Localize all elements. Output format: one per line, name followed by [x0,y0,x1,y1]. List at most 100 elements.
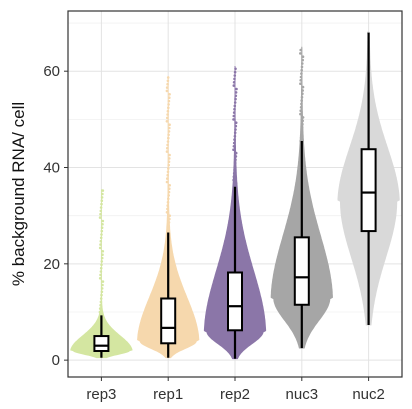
outlier-point [300,102,303,106]
outlier-point [99,297,103,300]
outlier-point [299,48,303,52]
outlier-point [101,283,104,287]
outlier-points-rep2 [232,67,238,189]
outlier-point [233,134,237,138]
outlier-point [234,121,238,124]
y-tick-label: 20 [43,256,60,273]
boxplots [93,32,377,359]
outlier-point [167,103,170,106]
outlier-point [166,177,169,180]
outlier-point [167,106,170,110]
outlier-point [299,79,303,82]
outlier-point [168,157,171,160]
outlier-point [167,163,170,167]
outlier-point [234,158,237,162]
outlier-point [299,136,303,139]
outlier-point [300,68,304,72]
outlier-point [165,150,169,153]
y-tick-label: 0 [52,352,60,369]
outlier-point [300,95,304,99]
outlier-point [100,226,104,229]
outlier-point [232,114,236,118]
outlier-point [233,138,236,141]
x-axis: rep3 rep1 rep2 nuc3 nuc2 [86,377,385,403]
outlier-point [233,107,236,111]
outlier-point [99,239,103,243]
outlier-point [165,89,169,93]
box-nuc2 [360,148,377,233]
outlier-point [301,116,305,119]
outlier-point [232,145,236,148]
outlier-point [168,126,171,130]
outlier-point [299,112,302,116]
outlier-point [166,76,170,79]
outlier-point [300,129,304,133]
outlier-point [166,173,169,177]
outlier-point [168,123,171,126]
box-rep1 [160,297,177,345]
outlier-point [166,207,169,211]
outlier-point [233,161,237,165]
outlier-point [235,87,238,91]
y-tick-label: 60 [43,63,60,80]
outlier-point [167,190,171,194]
x-tick-label: nuc2 [352,386,385,403]
outlier-point [232,178,235,182]
box-rep3 [93,335,110,352]
outlier-point [233,77,236,81]
outlier-point [232,84,236,87]
outlier-point [100,256,104,260]
outlier-point [99,300,103,304]
outlier-point [99,243,102,246]
outlier-point [101,192,104,196]
outlier-point [100,202,103,206]
outlier-point [301,122,304,126]
outlier-point [232,141,236,145]
outlier-point [168,217,171,221]
outlier-point [232,118,235,121]
outlier-point [100,293,103,297]
outlier-point [301,89,305,92]
outlier-point [100,229,104,233]
outlier-point [234,124,238,128]
outlier-point [234,94,238,98]
outlier-point [168,184,171,187]
outlier-point [99,209,103,213]
outlier-point [167,136,170,140]
outlier-point [166,143,169,147]
y-axis-title: % background RNA/ cell [9,102,28,286]
outlier-point [234,91,238,94]
x-tick-label: rep2 [220,386,250,403]
outlier-point [301,85,305,89]
outlier-point [234,182,238,185]
outlier-point [165,120,169,123]
outlier-point [100,233,103,236]
outlier-point [168,153,171,157]
outlier-point [233,101,237,104]
x-tick-label: nuc3 [286,386,319,403]
outlier-point [299,52,302,55]
outlier-point [100,263,103,267]
outlier-point [166,116,169,120]
outlier-point [168,93,171,96]
outlier-point [166,140,170,143]
x-tick-label: rep3 [86,386,116,403]
outlier-point [166,204,169,207]
outlier-point [167,99,171,103]
outlier-point [100,287,104,290]
outlier-point [301,92,304,96]
outlier-point [299,82,302,85]
outlier-point [101,223,104,226]
outlier-point [301,62,304,65]
outlier-point [167,133,170,137]
box-nuc3 [293,236,310,306]
outlier-point [166,82,169,86]
outlier-point [233,168,236,172]
outlier-point [166,200,170,204]
outlier-point [233,70,237,74]
outlier-point [98,307,102,310]
outlier-point [234,97,237,101]
y-tick-label: 40 [43,160,60,177]
x-tick-label: rep1 [153,386,183,403]
